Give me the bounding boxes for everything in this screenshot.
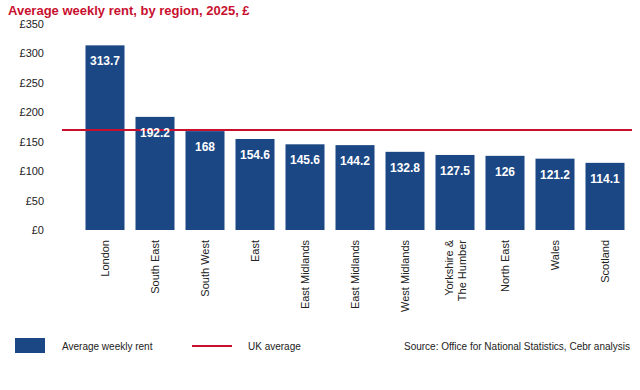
bar xyxy=(536,159,575,230)
source: Source: Office for National Statistics, … xyxy=(404,341,630,352)
legend-swatch xyxy=(192,345,232,347)
bar xyxy=(336,145,375,230)
bar xyxy=(486,156,525,230)
x-tick-label: East Midlands xyxy=(299,240,311,310)
data-label: 127.5 xyxy=(440,164,470,178)
y-tick xyxy=(58,230,62,231)
x-tick-label: East Midlands xyxy=(349,240,361,310)
data-labels: 313.7 192.2 168 154.6 145.6 144.2 132.8 127.5 12… xyxy=(90,54,620,185)
data-label: 121.2 xyxy=(540,168,570,182)
bar xyxy=(86,45,125,230)
y-tick-label: £100 xyxy=(20,165,44,177)
legend-label: UK average xyxy=(248,341,301,352)
x-tick-label: North East xyxy=(499,240,511,292)
title: Average weekly rent, by region, 2025, £ xyxy=(8,3,250,18)
bar xyxy=(186,131,225,230)
data-label: 192.2 xyxy=(140,126,170,140)
data-label: 144.2 xyxy=(340,154,370,168)
x-tick-label: South East xyxy=(149,240,161,294)
data-label: 132.8 xyxy=(390,161,420,175)
x-tick-label: South West xyxy=(199,240,211,297)
y-tick-label: £350 xyxy=(20,18,44,30)
bars xyxy=(62,45,632,230)
y-tick-label: £250 xyxy=(20,77,44,89)
y-tick-label: £0 xyxy=(32,224,44,236)
bar xyxy=(386,152,425,230)
data-label: 154.6 xyxy=(240,148,270,162)
y-tick xyxy=(58,53,62,54)
y-tick xyxy=(58,82,62,83)
bar xyxy=(286,144,325,230)
chart: Average weekly rent, by region, 2025, ££… xyxy=(0,0,640,390)
data-label: 145.6 xyxy=(290,153,320,167)
data-label: 114.1 xyxy=(590,172,620,186)
x-tick-label: London xyxy=(99,240,111,277)
y-tick xyxy=(58,112,62,113)
legend-label: Average weekly rent xyxy=(62,341,153,352)
x-tick-label: West Midlands xyxy=(399,240,411,312)
x-tick-label: Wales xyxy=(549,240,561,271)
y-tick-label: £50 xyxy=(26,195,44,207)
y-tick xyxy=(58,171,62,172)
bar xyxy=(436,155,475,230)
x-tick-label: Scotland xyxy=(599,240,611,283)
y-tick-label: £150 xyxy=(20,136,44,148)
x-tick-label: East xyxy=(249,240,261,262)
data-label: 313.7 xyxy=(90,54,120,68)
y-tick xyxy=(58,200,62,201)
legend-swatch xyxy=(15,338,45,353)
data-label: 126 xyxy=(495,165,515,179)
bar xyxy=(586,163,625,230)
y-tick-label: £200 xyxy=(20,106,44,118)
x-tick-label: Yorkshire &The Humber xyxy=(443,239,468,301)
data-label: 168 xyxy=(195,140,215,154)
y-tick-label: £300 xyxy=(20,47,44,59)
y-tick xyxy=(58,24,62,25)
bar xyxy=(136,117,175,230)
bar xyxy=(236,139,275,230)
y-tick xyxy=(58,141,62,142)
